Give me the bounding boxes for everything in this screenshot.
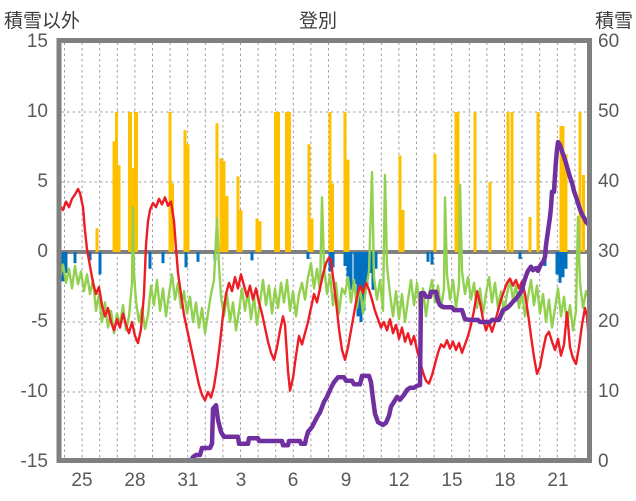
right-axis-tick: 40 xyxy=(598,171,620,192)
series-orange-bars xyxy=(95,112,585,252)
right-axis-tick: 30 xyxy=(598,241,620,262)
x-axis-tick: 12 xyxy=(388,470,410,491)
left-axis-tick: 5 xyxy=(37,171,48,192)
series-red-line xyxy=(61,187,587,402)
right-axis-tick: 60 xyxy=(598,31,620,52)
plot-frame xyxy=(56,38,592,463)
left-axis-tick: 0 xyxy=(37,241,48,262)
series-purple-line xyxy=(188,139,587,460)
x-axis-tick: 21 xyxy=(547,470,569,491)
right-axis-tick: 50 xyxy=(598,101,620,122)
left-axis-tick: -15 xyxy=(20,451,48,472)
x-axis-tick: 3 xyxy=(235,470,247,491)
x-axis-tick: 18 xyxy=(494,470,516,491)
x-axis-tick: 25 xyxy=(71,470,93,491)
right-axis-tick: 20 xyxy=(598,311,620,332)
right-axis-tick: 10 xyxy=(598,381,620,402)
left-axis-tick: 15 xyxy=(26,31,48,52)
left-axis-tick: -10 xyxy=(20,381,48,402)
x-axis-tick: 28 xyxy=(124,470,146,491)
x-axis-tick: 6 xyxy=(287,470,299,491)
series-green-line xyxy=(61,171,587,335)
x-axis-tick: 9 xyxy=(340,470,352,491)
x-axis-tick: 15 xyxy=(441,470,463,491)
left-axis-tick: 10 xyxy=(26,101,48,122)
left-axis-title: 積雪以外 xyxy=(4,11,81,32)
chart-title: 登別 xyxy=(298,11,337,32)
x-axis-tick: 31 xyxy=(177,470,199,491)
left-axis-tick: -5 xyxy=(31,311,48,332)
right-axis-title: 積雪 xyxy=(594,11,633,32)
right-axis-tick: 0 xyxy=(598,451,609,472)
